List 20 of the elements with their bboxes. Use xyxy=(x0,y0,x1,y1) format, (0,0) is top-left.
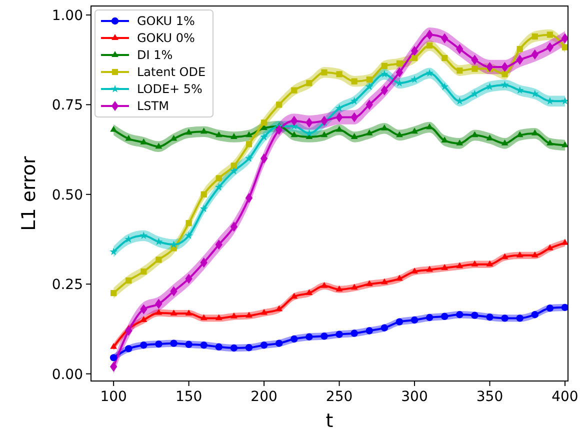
legend-label: LSTM xyxy=(137,99,169,113)
x-tick-label: 400 xyxy=(552,389,578,405)
x-tick-label: 100 xyxy=(100,389,127,405)
legend-label: DI 1% xyxy=(137,48,173,62)
y-tick-label: 1.00 xyxy=(52,8,83,24)
legend-label: GOKU 0% xyxy=(137,31,195,45)
x-axis-title: t xyxy=(326,410,334,432)
x-tick-label: 200 xyxy=(250,389,278,405)
y-axis-title: L1 error xyxy=(18,156,40,231)
x-tick-label: 150 xyxy=(175,389,202,405)
y-tick-label: 0.25 xyxy=(52,277,83,294)
x-tick-label: 250 xyxy=(326,389,353,405)
y-tick-label: 0.50 xyxy=(52,187,83,204)
legend-label: GOKU 1% xyxy=(137,14,195,28)
x-tick-label: 350 xyxy=(476,389,504,405)
legend-label: LODE+ 5% xyxy=(137,82,202,96)
x-tick-label: 300 xyxy=(401,389,428,405)
y-tick-label: 0.00 xyxy=(52,366,83,383)
y-tick-label: 0.75 xyxy=(52,98,83,114)
legend-label: Latent ODE xyxy=(137,65,206,79)
